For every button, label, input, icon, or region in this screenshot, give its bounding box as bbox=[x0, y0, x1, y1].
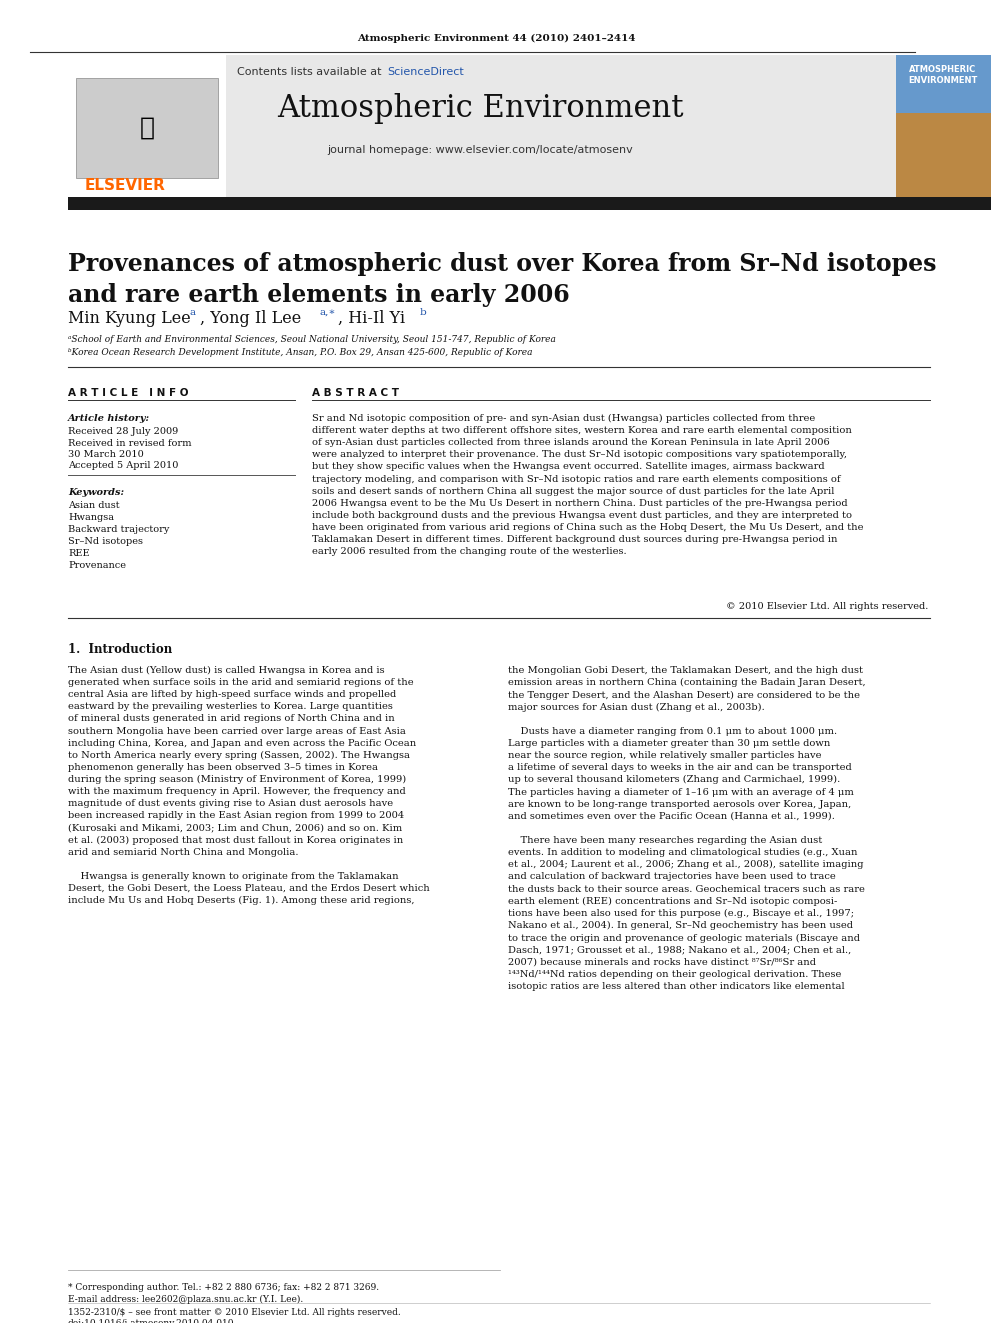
FancyBboxPatch shape bbox=[76, 78, 218, 179]
Text: Provenances of atmospheric dust over Korea from Sr–Nd isotopes
and rare earth el: Provenances of atmospheric dust over Kor… bbox=[68, 251, 936, 307]
Text: doi:10.1016/j.atmosenv.2010.04.010: doi:10.1016/j.atmosenv.2010.04.010 bbox=[68, 1319, 234, 1323]
Text: Backward trajectory: Backward trajectory bbox=[68, 525, 170, 534]
FancyBboxPatch shape bbox=[896, 56, 991, 112]
Text: Provenance: Provenance bbox=[68, 561, 126, 570]
Text: Atmospheric Environment: Atmospheric Environment bbox=[277, 93, 683, 123]
Text: REE: REE bbox=[68, 549, 89, 558]
Text: Received 28 July 2009: Received 28 July 2009 bbox=[68, 427, 179, 437]
FancyBboxPatch shape bbox=[68, 56, 226, 198]
Text: E-mail address: lee2602@plaza.snu.ac.kr (Y.I. Lee).: E-mail address: lee2602@plaza.snu.ac.kr … bbox=[68, 1295, 304, 1304]
Text: Contents lists available at: Contents lists available at bbox=[237, 67, 385, 77]
Text: ScienceDirect: ScienceDirect bbox=[387, 67, 463, 77]
Text: Asian dust: Asian dust bbox=[68, 501, 120, 509]
Text: a,∗: a,∗ bbox=[320, 308, 336, 318]
Text: the Mongolian Gobi Desert, the Taklamakan Desert, and the high dust
emission are: the Mongolian Gobi Desert, the Taklamaka… bbox=[508, 665, 866, 991]
Text: Sr–Nd isotopes: Sr–Nd isotopes bbox=[68, 537, 143, 546]
Text: Sr and Nd isotopic composition of pre- and syn-Asian dust (Hwangsa) particles co: Sr and Nd isotopic composition of pre- a… bbox=[312, 414, 863, 556]
FancyBboxPatch shape bbox=[896, 56, 991, 198]
Text: 30 March 2010: 30 March 2010 bbox=[68, 450, 144, 459]
Text: ᵃSchool of Earth and Environmental Sciences, Seoul National University, Seoul 15: ᵃSchool of Earth and Environmental Scien… bbox=[68, 335, 556, 344]
Text: journal homepage: www.elsevier.com/locate/atmosenv: journal homepage: www.elsevier.com/locat… bbox=[327, 146, 633, 155]
Text: , Hi-Il Yi: , Hi-Il Yi bbox=[338, 310, 405, 327]
Text: 🌳: 🌳 bbox=[140, 116, 155, 140]
Text: 1352-2310/$ – see front matter © 2010 Elsevier Ltd. All rights reserved.: 1352-2310/$ – see front matter © 2010 El… bbox=[68, 1308, 401, 1316]
Text: ATMOSPHERIC
ENVIRONMENT: ATMOSPHERIC ENVIRONMENT bbox=[909, 65, 978, 86]
Text: Hwangsa: Hwangsa bbox=[68, 513, 114, 523]
Text: ᵇKorea Ocean Research Development Institute, Ansan, P.O. Box 29, Ansan 425-600, : ᵇKorea Ocean Research Development Instit… bbox=[68, 348, 533, 357]
Text: Min Kyung Lee: Min Kyung Lee bbox=[68, 310, 190, 327]
Text: , Yong Il Lee: , Yong Il Lee bbox=[200, 310, 302, 327]
Text: 1.  Introduction: 1. Introduction bbox=[68, 643, 173, 656]
Text: Received in revised form: Received in revised form bbox=[68, 439, 191, 448]
Text: Article history:: Article history: bbox=[68, 414, 150, 423]
Text: ELSEVIER: ELSEVIER bbox=[85, 179, 166, 193]
Text: A B S T R A C T: A B S T R A C T bbox=[312, 388, 399, 398]
Text: * Corresponding author. Tel.: +82 2 880 6736; fax: +82 2 871 3269.: * Corresponding author. Tel.: +82 2 880 … bbox=[68, 1283, 379, 1293]
Text: Atmospheric Environment 44 (2010) 2401–2414: Atmospheric Environment 44 (2010) 2401–2… bbox=[357, 33, 635, 42]
Text: b: b bbox=[420, 308, 427, 318]
Text: The Asian dust (Yellow dust) is called Hwangsa in Korea and is
generated when su: The Asian dust (Yellow dust) is called H… bbox=[68, 665, 430, 905]
FancyBboxPatch shape bbox=[68, 56, 896, 198]
Text: a: a bbox=[190, 308, 196, 318]
Text: Accepted 5 April 2010: Accepted 5 April 2010 bbox=[68, 460, 179, 470]
Text: A R T I C L E   I N F O: A R T I C L E I N F O bbox=[68, 388, 188, 398]
Text: © 2010 Elsevier Ltd. All rights reserved.: © 2010 Elsevier Ltd. All rights reserved… bbox=[725, 602, 928, 611]
FancyBboxPatch shape bbox=[68, 197, 991, 210]
Text: Keywords:: Keywords: bbox=[68, 488, 124, 497]
FancyBboxPatch shape bbox=[896, 112, 991, 198]
